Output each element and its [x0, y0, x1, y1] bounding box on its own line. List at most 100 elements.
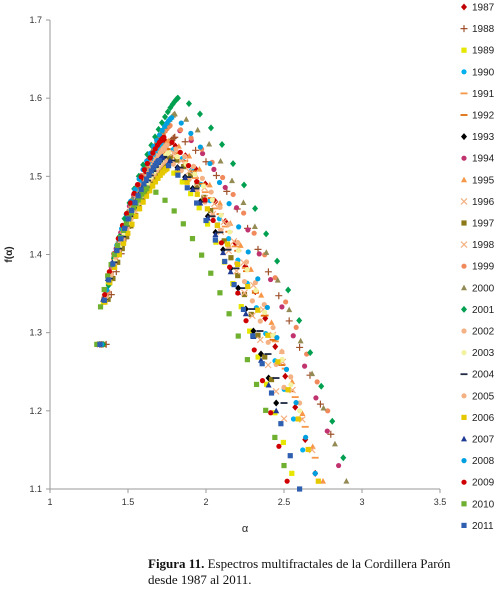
data-point	[182, 153, 188, 160]
legend-label: 2007	[472, 435, 495, 446]
data-point	[255, 276, 261, 282]
data-point	[164, 142, 170, 148]
data-point	[166, 157, 173, 164]
legend-marker	[461, 47, 467, 53]
legend-label: 2008	[472, 456, 495, 467]
data-point	[222, 258, 228, 265]
data-point	[203, 217, 209, 224]
data-point	[311, 456, 319, 459]
y-tick-label: 1.1	[29, 484, 42, 494]
data-point	[292, 403, 299, 411]
data-point	[188, 130, 194, 136]
data-point	[186, 152, 193, 159]
legend-marker	[461, 284, 467, 291]
data-point	[133, 213, 139, 219]
data-point	[220, 249, 227, 256]
legend-marker	[460, 114, 468, 116]
data-point	[260, 314, 268, 317]
legend-marker	[461, 263, 467, 269]
data-point	[312, 470, 318, 476]
data-point	[127, 200, 134, 206]
data-point	[285, 317, 293, 325]
data-point	[315, 478, 321, 484]
legend-marker	[461, 458, 467, 464]
data-point	[252, 205, 259, 213]
data-point	[288, 374, 294, 380]
data-point	[194, 191, 200, 197]
data-point	[141, 167, 147, 173]
data-point	[235, 247, 242, 253]
data-point	[153, 189, 159, 195]
data-point	[177, 149, 183, 155]
legend-marker	[461, 3, 467, 11]
data-point	[196, 110, 203, 118]
y-tick-label: 1.6	[29, 93, 42, 103]
data-point	[189, 236, 196, 242]
data-point	[272, 377, 280, 379]
multifractal-spectra-chart: 1 1.5 2 2.5 3 3.5 1.1 1.2 1.3 1.4 1.5 1.6 1.7 α f(α) 1…	[4, 3, 495, 536]
data-point	[268, 319, 275, 325]
data-point	[192, 171, 198, 177]
data-point	[316, 400, 324, 408]
x-tick-label: 3	[359, 497, 364, 507]
data-point	[264, 361, 272, 369]
data-point	[212, 237, 218, 243]
x-axis-label: α	[242, 523, 249, 535]
data-point	[199, 150, 206, 157]
data-point	[259, 361, 265, 367]
legend-label: 1989	[472, 46, 495, 57]
data-point	[144, 160, 150, 167]
legend-label: 1996	[472, 197, 495, 208]
data-point	[174, 94, 181, 102]
data-point	[196, 166, 203, 172]
data-point	[97, 304, 104, 310]
data-point	[209, 197, 215, 203]
data-point	[253, 381, 260, 388]
legend-label: 2000	[472, 283, 495, 294]
data-point	[245, 283, 251, 290]
data-points	[94, 94, 350, 492]
data-point	[118, 236, 124, 242]
data-point	[207, 124, 214, 132]
data-point	[199, 175, 205, 181]
data-point	[241, 291, 248, 298]
data-point	[224, 248, 232, 251]
data-point	[150, 150, 156, 156]
data-point	[251, 347, 257, 353]
data-point	[250, 327, 257, 335]
x-tick-label: 1	[47, 497, 52, 507]
y-axis-label: f(α)	[4, 246, 15, 262]
data-point	[329, 417, 336, 425]
data-point	[290, 333, 296, 339]
data-point	[336, 462, 342, 469]
data-point	[230, 191, 236, 198]
data-point	[140, 199, 146, 205]
data-point	[164, 108, 171, 116]
data-point	[190, 163, 197, 169]
data-point	[218, 240, 224, 246]
data-point	[169, 115, 175, 121]
data-point	[248, 308, 256, 310]
data-point	[340, 454, 347, 462]
legend-label: 1992	[472, 111, 495, 122]
series-1987	[98, 137, 319, 477]
data-point	[245, 249, 251, 255]
data-point	[116, 251, 122, 258]
data-point	[283, 299, 289, 305]
series-2000	[98, 110, 350, 484]
data-point	[181, 159, 189, 162]
data-point	[138, 174, 144, 180]
data-point	[121, 225, 128, 231]
data-point	[101, 297, 107, 303]
data-point	[174, 154, 180, 160]
data-point	[248, 312, 256, 320]
data-point	[233, 205, 240, 211]
data-point	[244, 267, 250, 273]
data-point	[265, 339, 271, 345]
data-point	[152, 179, 159, 185]
data-point	[183, 116, 190, 122]
data-point	[188, 191, 194, 197]
data-point	[314, 379, 320, 385]
data-point	[167, 154, 173, 160]
data-point	[194, 182, 200, 189]
